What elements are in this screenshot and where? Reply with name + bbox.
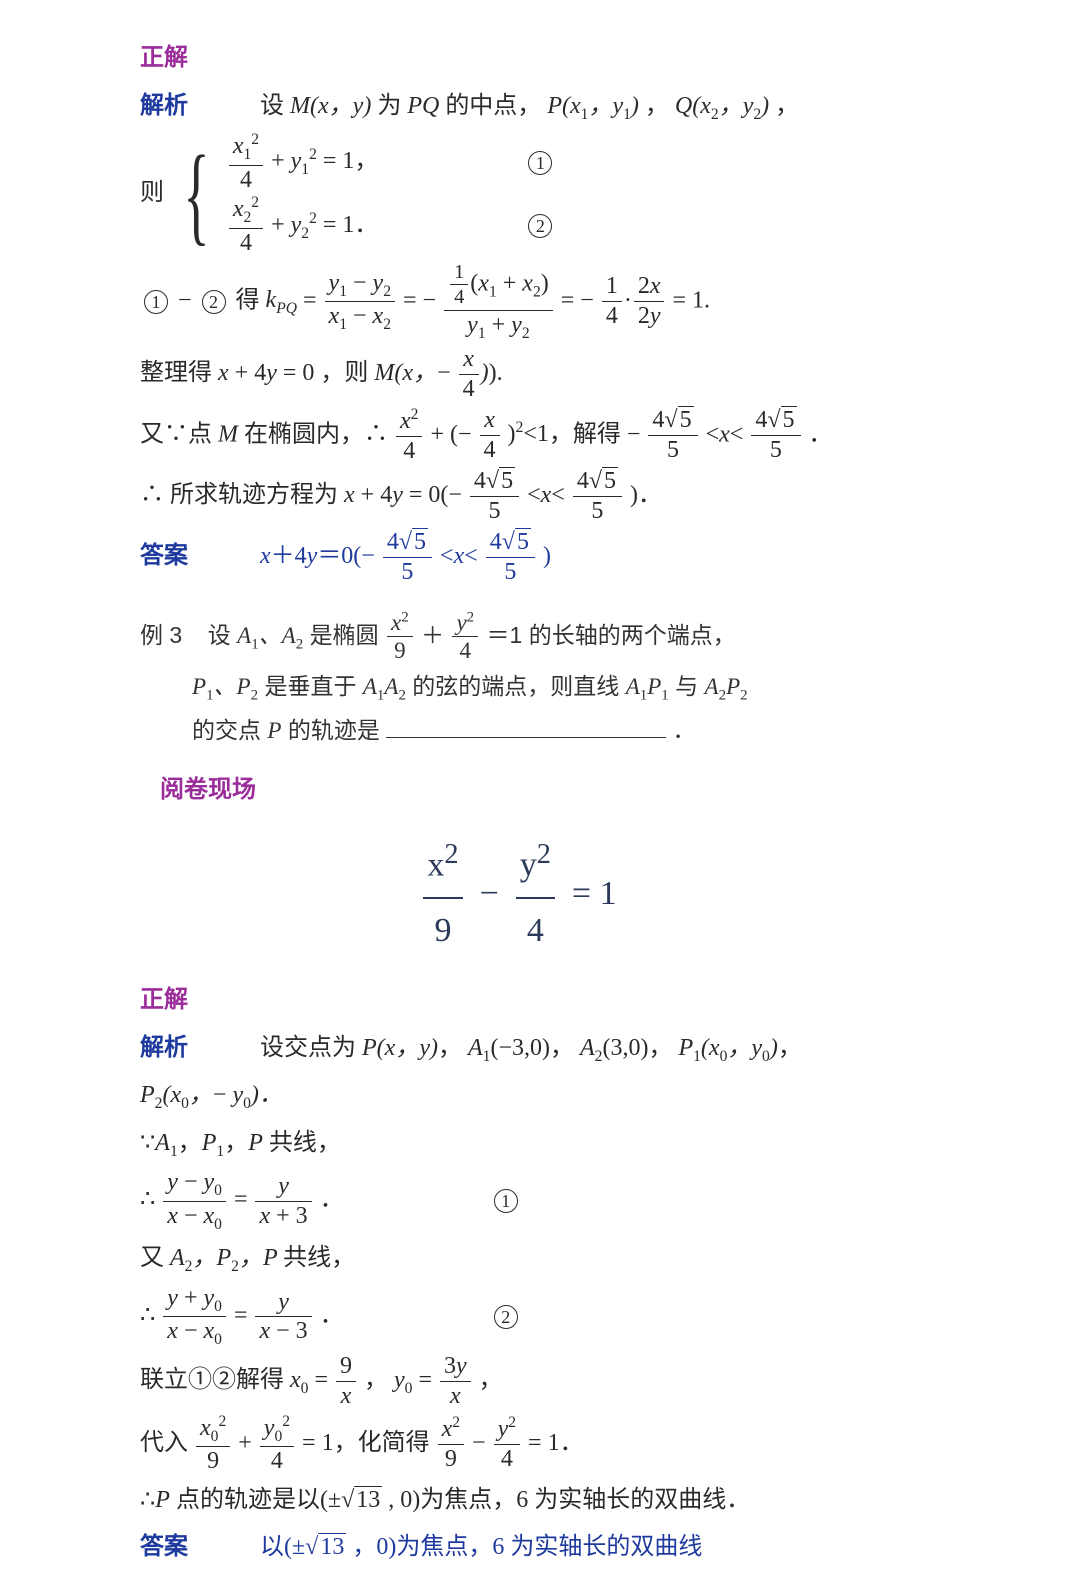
- text: −: [472, 1430, 492, 1456]
- text: 的中点，: [445, 93, 541, 119]
- line5: 又∵点 M 在椭圆内，∴ x24 + (− x4 )2<1，解得 − 455 <…: [140, 406, 960, 466]
- text: , 0)为焦点，6 为实轴长的双曲线．: [388, 1487, 750, 1513]
- heading-correct-2: 正解: [140, 978, 960, 1024]
- text: ．: [320, 1303, 344, 1329]
- text: ，: [775, 93, 799, 119]
- text: 为: [377, 93, 407, 119]
- text: =: [234, 1303, 254, 1329]
- circled-1: 1: [528, 151, 552, 175]
- s2-l4: ∴ y − y0x − x0 = yx + 3 ． 1: [140, 1168, 960, 1234]
- text: ，0)为焦点，6 为实轴长的双曲线: [352, 1534, 702, 1560]
- text: ，: [648, 1035, 672, 1061]
- example-label: 例 3: [140, 622, 182, 648]
- deriv-line: 1 − 2 得 kPQ = y1 − y2x1 − x2 = − 14(x1 +…: [140, 260, 960, 343]
- text: Q(x2，y2): [675, 93, 769, 119]
- line6: ∴ 所求轨迹方程为 x + 4y = 0(− 455 <x< 455 )．: [140, 467, 960, 526]
- text: ，则: [320, 360, 374, 386]
- text: = 1．: [528, 1430, 584, 1456]
- text: ·: [624, 287, 632, 313]
- answer-label-1: 答案: [140, 543, 188, 569]
- text: 设: [208, 622, 237, 648]
- answer-2: 答案 以(±13 ，0)为焦点，6 为实轴长的双曲线: [140, 1525, 960, 1571]
- text: ，: [438, 1035, 462, 1061]
- text: −: [178, 287, 198, 313]
- s2-l9: ∴P 点的轨迹是以(±13 , 0)为焦点，6 为实轴长的双曲线．: [140, 1478, 960, 1524]
- text: 联立①②解得: [140, 1367, 290, 1393]
- text: + (−: [430, 421, 477, 447]
- text: ＋: [421, 623, 444, 648]
- text: PQ: [407, 93, 439, 119]
- circled-2c: 2: [494, 1305, 518, 1329]
- analysis-label-2: 解析: [140, 1035, 188, 1061]
- text: 代入: [140, 1430, 188, 1456]
- text: ∴: [140, 1187, 155, 1213]
- text: ): [543, 543, 551, 569]
- text: 得: [236, 287, 266, 313]
- blank-line: [386, 737, 666, 738]
- text: 的轨迹是: [288, 717, 380, 743]
- text: 的弦的端点，则直线: [412, 673, 625, 699]
- text: = −: [403, 287, 442, 313]
- handwriting: x29 − y24 = 1: [80, 828, 960, 965]
- text: =: [303, 287, 323, 313]
- example-3: 例 3 设 A1、A2 是椭圆 x29 ＋ y24 ＝1 的长轴的两个端点， P…: [140, 609, 960, 750]
- text: 点的轨迹是以(±: [176, 1487, 341, 1513]
- line4: 整理得 x + 4y = 0 ，则 M(x，− x4)).: [140, 345, 960, 404]
- text: 又∵点: [140, 421, 218, 447]
- text: ，: [550, 1035, 574, 1061]
- text: )．: [630, 482, 662, 508]
- circled-2b: 2: [202, 290, 226, 314]
- text: +: [238, 1430, 258, 1456]
- text: 在椭圆内，∴: [244, 421, 388, 447]
- text: 设: [260, 93, 290, 119]
- analysis-line-1: 解析 设 M(x，y) 为 PQ 的中点， P(x1，y1) ， Q(x2，y2…: [140, 84, 960, 130]
- s2-l6: ∴ y + y0x − x0 = yx − 3 ． 2: [140, 1284, 960, 1350]
- circled-1b: 1: [144, 290, 168, 314]
- analysis-label-1: 解析: [140, 93, 188, 119]
- text: ．: [320, 1187, 344, 1213]
- heading-correct-1: 正解: [140, 36, 960, 82]
- page: 正解 解析 设 M(x，y) 为 PQ 的中点， P(x1，y1) ， Q(x2…: [0, 0, 1080, 1593]
- text: = 1，化简得: [302, 1430, 430, 1456]
- circled-1c: 1: [494, 1189, 518, 1213]
- s2-l5: 又 A2，P2，P 共线，: [140, 1236, 960, 1282]
- circled-2: 2: [528, 214, 552, 238]
- text: = 1.: [672, 287, 710, 313]
- s2-l3: ∵A1，P1，P 共线，: [140, 1121, 960, 1167]
- text: ．: [673, 717, 696, 743]
- answer-1: 答案 x＋4y＝0(− 455 <x< 455 ): [140, 528, 960, 587]
- s2-l8: 代入 x029 + y024 = 1，化简得 x29 − y24 = 1．: [140, 1413, 960, 1476]
- text: 以(±: [260, 1534, 305, 1560]
- text: 整理得: [140, 360, 218, 386]
- heading-scene: 阅卷现场: [140, 768, 960, 814]
- text: ).: [489, 360, 503, 386]
- text: M(x，y): [290, 93, 371, 119]
- text: ∴ 所求轨迹方程为: [140, 482, 344, 508]
- text: 的交点: [192, 717, 267, 743]
- s2-l2: P2(x0，− y0)．: [140, 1073, 960, 1119]
- text: 则: [140, 180, 164, 206]
- s2-l7: 联立①②解得 x0 = 9x ， y0 = 3yx ，: [140, 1352, 960, 1411]
- equation-system: 则 { x124 + y12 = 1， 1 x224 + y22 = 1． 2: [140, 131, 960, 258]
- text: ，: [364, 1367, 388, 1393]
- text: ＝1 的长轴的两个端点，: [487, 622, 736, 648]
- text: 与: [675, 673, 704, 699]
- text: = −: [561, 287, 600, 313]
- text: =: [234, 1187, 254, 1213]
- text: ．: [809, 421, 833, 447]
- text: 是椭圆: [310, 622, 379, 648]
- text: ∴: [140, 1303, 155, 1329]
- text: 是垂直于: [264, 673, 362, 699]
- text: ，: [479, 1367, 503, 1393]
- text: ，: [778, 1035, 802, 1061]
- text: 设交点为: [260, 1035, 362, 1061]
- s2-l1: 解析 设交点为 P(x，y)， A1(−3,0)， A2(3,0)， P1(x0…: [140, 1026, 960, 1072]
- answer-label-2: 答案: [140, 1534, 188, 1560]
- text: P(x1，y1): [547, 93, 639, 119]
- text: ，: [645, 93, 669, 119]
